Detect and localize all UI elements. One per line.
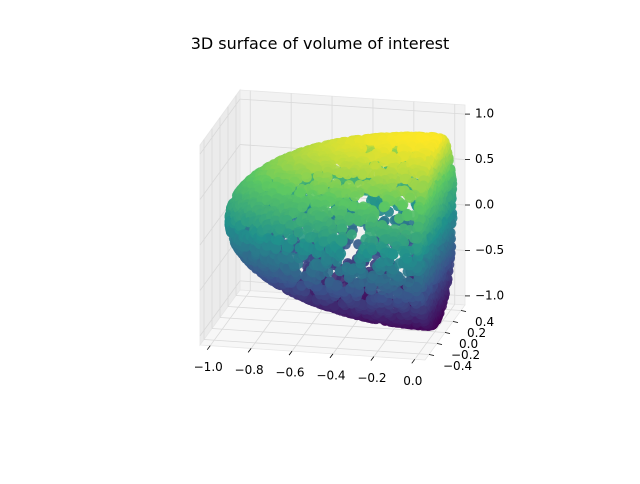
tick-mark: [329, 353, 334, 359]
chart-title: 3D surface of volume of interest: [190, 34, 450, 53]
scatter-point: [367, 244, 378, 256]
scatter-point: [335, 248, 347, 259]
scatter-point: [337, 236, 348, 247]
scatter-point: [288, 207, 300, 219]
scatter-point: [393, 213, 405, 224]
tick-mark: [436, 343, 443, 345]
scatter-point: [317, 184, 328, 195]
tick-mark: [460, 310, 467, 312]
scatter-point: [282, 186, 293, 197]
tick-mark: [452, 321, 459, 323]
y-tick-label: 0.4: [475, 315, 494, 329]
scatter-point: [273, 235, 285, 246]
scatter-point: [297, 201, 308, 213]
y-tick-label: 0.0: [459, 337, 478, 351]
scatter-point: [378, 202, 389, 213]
tick-mark: [206, 345, 211, 350]
z-tick-label: 0.5: [475, 152, 494, 166]
scatter-point: [367, 270, 378, 281]
x-tick-label: −0.8: [235, 363, 264, 377]
scatter-point: [412, 221, 424, 232]
grid-line-y-floor: [211, 328, 438, 344]
tick-mark: [247, 348, 252, 353]
scatter-point: [397, 200, 408, 211]
scatter-point: [356, 169, 368, 180]
scatter-point: [341, 188, 352, 199]
scatter-point: [342, 169, 353, 180]
scatter-point: [411, 281, 422, 293]
scatter-point: [379, 273, 390, 284]
scatter-points: [224, 131, 458, 331]
tick-mark: [370, 356, 375, 361]
z-tick-label: −0.5: [475, 243, 504, 257]
scatter-point: [388, 249, 399, 260]
tick-mark: [411, 359, 416, 364]
scatter-point: [337, 223, 348, 234]
scatter-point: [408, 232, 420, 244]
y-tick-label: −0.4: [443, 359, 472, 373]
x-tick-label: 0.0: [403, 374, 422, 388]
grid-line-z-left: [199, 280, 241, 337]
grid-line-z-left: [199, 98, 241, 155]
scatter-point: [262, 224, 274, 235]
scatter-point: [283, 242, 294, 253]
scatter-point: [401, 253, 413, 264]
x-tick-label: −0.2: [357, 371, 386, 385]
z-tick-label: 1.0: [475, 107, 494, 121]
y-tick-label: −0.2: [451, 348, 480, 362]
tick-mark: [428, 354, 435, 356]
z-tick-label: 0.0: [475, 198, 494, 212]
grid-line-z-left: [199, 144, 241, 200]
x-tick-label: −1.0: [194, 360, 223, 374]
scatter-point: [332, 280, 343, 291]
grid-line-z-back: [239, 98, 466, 115]
scatter-point: [379, 156, 390, 167]
scatter-point: [404, 192, 416, 203]
tick-mark: [444, 332, 451, 334]
tick-mark: [288, 350, 293, 356]
grid-line-y-floor: [203, 339, 430, 355]
scatter-point: [301, 172, 312, 183]
scatter-point: [402, 210, 413, 222]
axes-ticks: −1.0 −0.8 −0.6 −0.4 −0.2 0.0−0.4−0.20.00.20.4…: [194, 107, 505, 388]
scatter-point: [369, 186, 381, 198]
scatter-point: [346, 229, 357, 240]
x-tick-label: −0.6: [275, 366, 304, 380]
z-tick-label: −1.0: [475, 288, 504, 302]
scatter-point: [328, 224, 339, 236]
scatter-point: [287, 234, 298, 245]
scatter-point: [415, 182, 427, 193]
x-tick-label: −0.4: [316, 368, 345, 382]
y-tick-label: 0.2: [467, 326, 486, 340]
grid-line-y-floor: [219, 317, 446, 333]
scatter-point: [349, 191, 361, 202]
